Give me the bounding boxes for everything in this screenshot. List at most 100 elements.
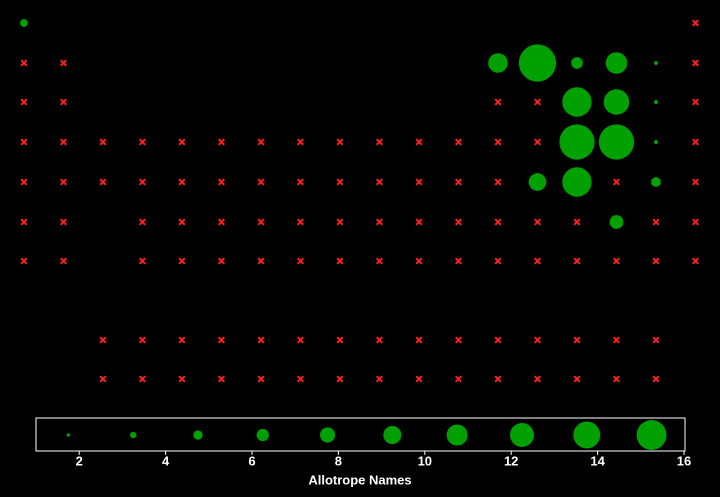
no-allotrope-marker (494, 98, 502, 106)
no-allotrope-marker (296, 218, 305, 226)
no-allotrope-marker (59, 178, 68, 186)
no-allotrope-marker (573, 218, 581, 226)
no-allotrope-marker (415, 257, 423, 265)
no-allotrope-marker (494, 218, 502, 226)
no-allotrope-marker (257, 336, 265, 344)
no-allotrope-marker (691, 218, 700, 226)
no-allotrope-marker (336, 138, 344, 146)
legend-bubble (66, 433, 71, 437)
allotrope-bubble (598, 124, 635, 160)
no-allotrope-marker (99, 178, 107, 186)
no-allotrope-marker (415, 138, 423, 146)
allotrope-bubble (559, 124, 595, 160)
allotrope-bubble (654, 140, 658, 144)
legend-bubble (320, 427, 336, 443)
no-allotrope-marker (20, 257, 28, 265)
legend-bubble (509, 422, 535, 448)
no-allotrope-marker (59, 218, 68, 226)
no-allotrope-marker (415, 336, 423, 344)
no-allotrope-marker (454, 138, 463, 146)
no-allotrope-marker (533, 138, 542, 146)
no-allotrope-marker (217, 178, 226, 186)
no-allotrope-marker (612, 178, 621, 186)
no-allotrope-marker (454, 336, 463, 344)
legend-bubble (130, 431, 137, 439)
legend-bubble (383, 425, 402, 445)
no-allotrope-marker (652, 375, 660, 383)
no-allotrope-marker (138, 218, 147, 226)
no-allotrope-marker (494, 257, 502, 265)
no-allotrope-marker (99, 375, 107, 383)
legend-bubble (446, 424, 468, 446)
allotrope-bubble (571, 57, 583, 69)
x-tick-label: 8 (335, 453, 342, 468)
allotrope-bubble (605, 52, 628, 74)
no-allotrope-marker (59, 59, 68, 67)
no-allotrope-marker (454, 257, 463, 265)
x-tick-label: 12 (504, 453, 518, 468)
no-allotrope-marker (296, 257, 305, 265)
no-allotrope-marker (415, 218, 423, 226)
allotrope-bubble (562, 167, 592, 197)
no-allotrope-marker (178, 257, 186, 265)
no-allotrope-marker (573, 257, 581, 265)
legend-bubble (573, 421, 601, 449)
allotrope-bubble (654, 100, 658, 104)
allotrope-bubble (488, 53, 508, 73)
allotrope-bubble (562, 87, 592, 117)
no-allotrope-marker (612, 375, 621, 383)
no-allotrope-marker (59, 257, 68, 265)
no-allotrope-marker (178, 336, 186, 344)
no-allotrope-marker (178, 375, 186, 383)
no-allotrope-marker (99, 138, 107, 146)
no-allotrope-marker (375, 218, 384, 226)
no-allotrope-marker (59, 138, 68, 146)
x-tick-label: 14 (590, 453, 605, 468)
no-allotrope-marker (336, 375, 344, 383)
no-allotrope-marker (652, 257, 660, 265)
no-allotrope-marker (217, 218, 226, 226)
allotrope-bubble (651, 177, 661, 187)
no-allotrope-marker (138, 138, 147, 146)
no-allotrope-marker (296, 375, 305, 383)
no-allotrope-marker (59, 98, 68, 106)
no-allotrope-marker (573, 336, 581, 344)
no-allotrope-marker (454, 218, 463, 226)
no-allotrope-marker (138, 375, 147, 383)
no-allotrope-marker (257, 138, 265, 146)
no-allotrope-marker (257, 218, 265, 226)
no-allotrope-marker (217, 257, 226, 265)
no-allotrope-marker (533, 257, 542, 265)
legend-bubble (256, 428, 269, 442)
no-allotrope-marker (257, 375, 265, 383)
no-allotrope-marker (533, 98, 542, 106)
no-allotrope-marker (20, 138, 28, 146)
no-allotrope-marker (494, 375, 502, 383)
no-allotrope-marker (691, 59, 700, 67)
no-allotrope-marker (494, 336, 502, 344)
no-allotrope-marker (257, 257, 265, 265)
legend-bubble (636, 420, 667, 450)
no-allotrope-marker (336, 178, 344, 186)
x-axis-label: Allotrope Names (308, 472, 411, 487)
allotrope-bubble (654, 61, 658, 65)
no-allotrope-marker (652, 218, 660, 226)
no-allotrope-marker (138, 336, 147, 344)
no-allotrope-marker (178, 178, 186, 186)
legend-bubble (193, 430, 203, 440)
no-allotrope-marker (415, 375, 423, 383)
no-allotrope-marker (336, 257, 344, 265)
no-allotrope-marker (138, 257, 147, 265)
no-allotrope-marker (178, 138, 186, 146)
no-allotrope-marker (691, 98, 700, 106)
x-tick-label: 10 (418, 453, 432, 468)
no-allotrope-marker (652, 336, 660, 344)
allotrope-bubble (528, 173, 547, 191)
no-allotrope-marker (20, 98, 28, 106)
no-allotrope-marker (691, 19, 700, 27)
no-allotrope-marker (217, 138, 226, 146)
no-allotrope-marker (612, 336, 621, 344)
no-allotrope-marker (454, 178, 463, 186)
no-allotrope-marker (375, 257, 384, 265)
no-allotrope-marker (20, 178, 28, 186)
